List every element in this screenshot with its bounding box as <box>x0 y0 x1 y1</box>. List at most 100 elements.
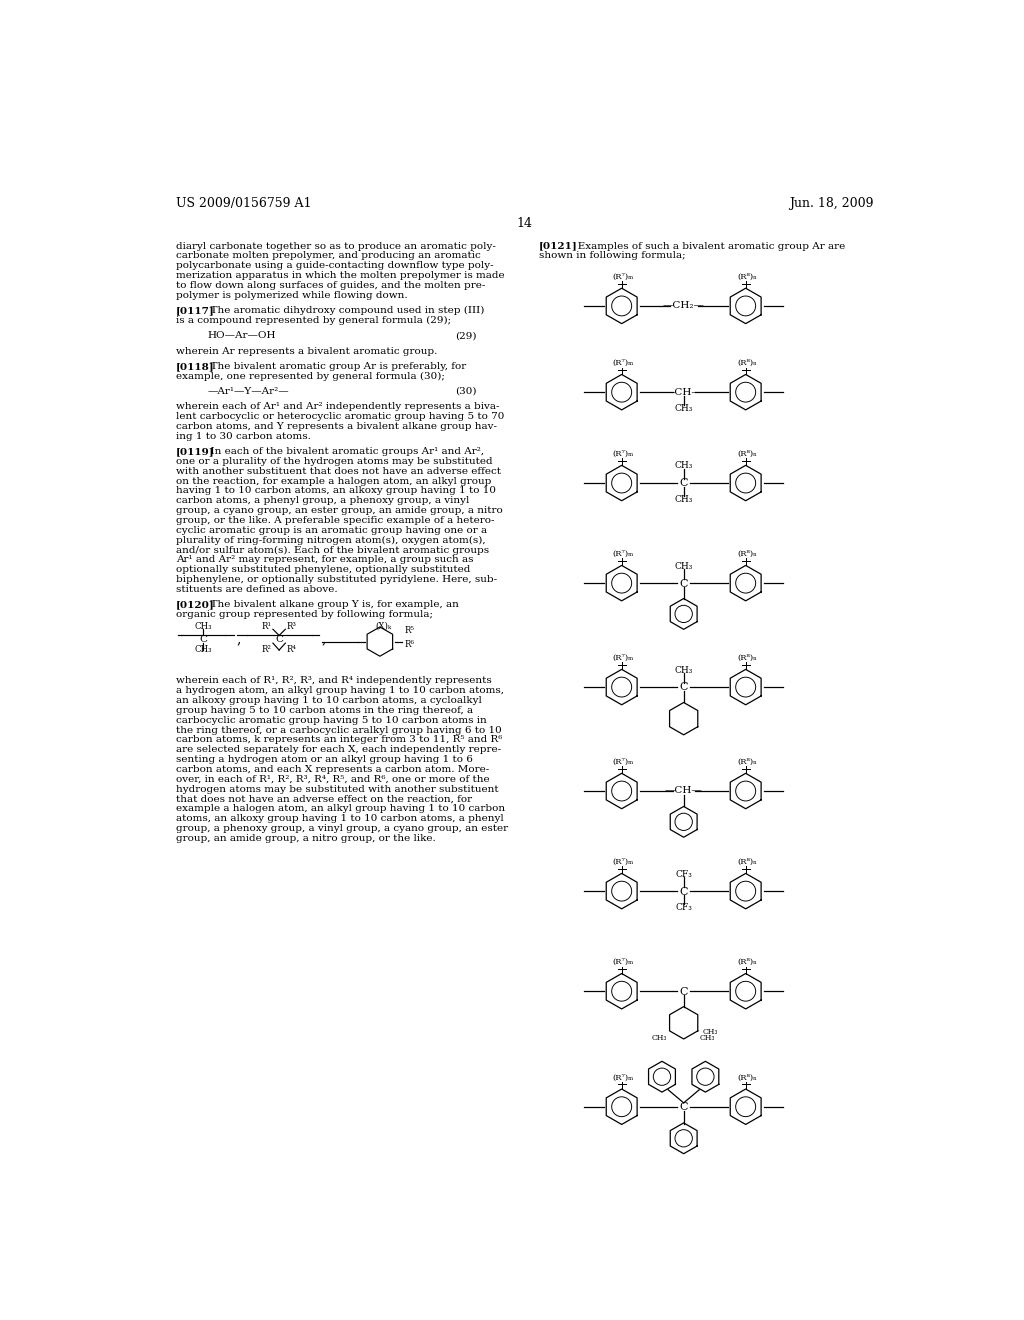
Text: (R⁸)ₙ: (R⁸)ₙ <box>737 359 757 367</box>
Text: CH₃: CH₃ <box>675 462 693 470</box>
Text: (R⁷)ₘ: (R⁷)ₘ <box>612 359 634 367</box>
Text: over, in each of R¹, R², R³, R⁴, R⁵, and R⁶, one or more of the: over, in each of R¹, R², R³, R⁴, R⁵, and… <box>176 775 489 784</box>
Text: wherein each of R¹, R², R³, and R⁴ independently represents: wherein each of R¹, R², R³, and R⁴ indep… <box>176 676 492 685</box>
Text: polycarbonate using a guide-contacting downflow type poly-: polycarbonate using a guide-contacting d… <box>176 261 494 271</box>
Text: atoms, an alkoxy group having 1 to 10 carbon atoms, a phenyl: atoms, an alkoxy group having 1 to 10 ca… <box>176 814 504 824</box>
Text: merization apparatus in which the molten prepolymer is made: merization apparatus in which the molten… <box>176 271 505 280</box>
Text: (R⁷)ₘ: (R⁷)ₘ <box>612 758 634 766</box>
Text: senting a hydrogen atom or an alkyl group having 1 to 6: senting a hydrogen atom or an alkyl grou… <box>176 755 473 764</box>
Text: group, a phenoxy group, a vinyl group, a cyano group, an ester: group, a phenoxy group, a vinyl group, a… <box>176 824 508 833</box>
Text: (R⁷)ₘ: (R⁷)ₘ <box>612 273 634 281</box>
Text: 14: 14 <box>517 216 532 230</box>
Text: ,: , <box>237 632 241 647</box>
Text: is a compound represented by general formula (29);: is a compound represented by general for… <box>176 315 452 325</box>
Text: example a halogen atom, an alkyl group having 1 to 10 carbon: example a halogen atom, an alkyl group h… <box>176 804 505 813</box>
Text: (R⁸)ₙ: (R⁸)ₙ <box>737 1073 757 1081</box>
Text: [0119]: [0119] <box>176 447 215 455</box>
Text: Examples of such a bivalent aromatic group Ar are: Examples of such a bivalent aromatic gro… <box>568 242 846 251</box>
Text: HO—Ar—OH: HO—Ar—OH <box>207 331 275 341</box>
Text: —CH—: —CH— <box>665 388 702 396</box>
Text: The bivalent alkane group Y is, for example, an: The bivalent alkane group Y is, for exam… <box>204 601 459 610</box>
Text: ,: , <box>322 632 326 647</box>
Text: the ring thereof, or a carbocyclic aralkyl group having 6 to 10: the ring thereof, or a carbocyclic aralk… <box>176 726 502 734</box>
Text: carbon atoms, and each X represents a carbon atom. More-: carbon atoms, and each X represents a ca… <box>176 766 489 774</box>
Text: CH₃: CH₃ <box>675 561 693 570</box>
Text: organic group represented by following formula;: organic group represented by following f… <box>176 610 433 619</box>
Text: [0121]: [0121] <box>539 242 578 251</box>
Text: C: C <box>680 578 688 589</box>
Text: R⁴: R⁴ <box>287 644 297 653</box>
Text: wherein Ar represents a bivalent aromatic group.: wherein Ar represents a bivalent aromati… <box>176 347 437 355</box>
Text: C: C <box>680 682 688 693</box>
Text: carbon atoms, and Y represents a bivalent alkane group hav-: carbon atoms, and Y represents a bivalen… <box>176 422 497 430</box>
Text: [0118]: [0118] <box>176 362 215 371</box>
Text: [0120]: [0120] <box>176 601 215 610</box>
Text: (R⁸)ₙ: (R⁸)ₙ <box>737 273 757 281</box>
Text: on the reaction, for example a halogen atom, an alkyl group: on the reaction, for example a halogen a… <box>176 477 492 486</box>
Text: C: C <box>680 986 688 997</box>
Text: (29): (29) <box>455 331 476 341</box>
Text: CH₃: CH₃ <box>675 495 693 504</box>
Text: —CH—: —CH— <box>665 787 702 796</box>
Text: that does not have an adverse effect on the reaction, for: that does not have an adverse effect on … <box>176 795 472 804</box>
Text: R⁶: R⁶ <box>404 640 415 649</box>
Text: one or a plurality of the hydrogen atoms may be substituted: one or a plurality of the hydrogen atoms… <box>176 457 493 466</box>
Text: CF₃: CF₃ <box>675 870 692 879</box>
Text: C: C <box>200 635 207 644</box>
Text: (X)ₖ: (X)ₖ <box>375 622 391 631</box>
Text: —CH₂—: —CH₂— <box>663 301 705 310</box>
Text: In each of the bivalent aromatic groups Ar¹ and Ar²,: In each of the bivalent aromatic groups … <box>204 447 484 455</box>
Text: (R⁸)ₙ: (R⁸)ₙ <box>737 958 757 966</box>
Text: —Ar¹—Y—Ar²—: —Ar¹—Y—Ar²— <box>207 387 289 396</box>
Text: are selected separately for each X, each independently repre-: are selected separately for each X, each… <box>176 746 501 754</box>
Text: carbon atoms, k represents an integer from 3 to 11, R⁵ and R⁶: carbon atoms, k represents an integer fr… <box>176 735 503 744</box>
Text: (R⁷)ₘ: (R⁷)ₘ <box>612 450 634 458</box>
Text: R⁵: R⁵ <box>404 626 415 635</box>
Text: group, a cyano group, an ester group, an amide group, a nitro: group, a cyano group, an ester group, an… <box>176 506 503 515</box>
Text: example, one represented by general formula (30);: example, one represented by general form… <box>176 372 444 380</box>
Text: shown in following formula;: shown in following formula; <box>539 251 685 260</box>
Text: stituents are defined as above.: stituents are defined as above. <box>176 585 338 594</box>
Text: The bivalent aromatic group Ar is preferably, for: The bivalent aromatic group Ar is prefer… <box>204 362 466 371</box>
Text: (R⁷)ₘ: (R⁷)ₘ <box>612 958 634 966</box>
Text: ing 1 to 30 carbon atoms.: ing 1 to 30 carbon atoms. <box>176 432 311 441</box>
Text: plurality of ring-forming nitrogen atom(s), oxygen atom(s),: plurality of ring-forming nitrogen atom(… <box>176 536 485 545</box>
Text: CH₃: CH₃ <box>195 622 212 631</box>
Text: group, or the like. A preferable specific example of a hetero-: group, or the like. A preferable specifi… <box>176 516 495 525</box>
Text: an alkoxy group having 1 to 10 carbon atoms, a cycloalkyl: an alkoxy group having 1 to 10 carbon at… <box>176 696 482 705</box>
Text: to flow down along surfaces of guides, and the molten pre-: to flow down along surfaces of guides, a… <box>176 281 485 290</box>
Text: polymer is polymerized while flowing down.: polymer is polymerized while flowing dow… <box>176 290 408 300</box>
Text: (R⁸)ₙ: (R⁸)ₙ <box>737 450 757 458</box>
Text: optionally substituted phenylene, optionally substituted: optionally substituted phenylene, option… <box>176 565 470 574</box>
Text: (R⁸)ₙ: (R⁸)ₙ <box>737 550 757 558</box>
Text: a hydrogen atom, an alkyl group having 1 to 10 carbon atoms,: a hydrogen atom, an alkyl group having 1… <box>176 686 504 696</box>
Text: (30): (30) <box>455 387 476 396</box>
Text: (R⁷)ₘ: (R⁷)ₘ <box>612 653 634 661</box>
Text: Jun. 18, 2009: Jun. 18, 2009 <box>790 197 873 210</box>
Text: Ar¹ and Ar² may represent, for example, a group such as: Ar¹ and Ar² may represent, for example, … <box>176 556 473 565</box>
Text: carbocyclic aromatic group having 5 to 10 carbon atoms in: carbocyclic aromatic group having 5 to 1… <box>176 715 486 725</box>
Text: with another substituent that does not have an adverse effect: with another substituent that does not h… <box>176 467 501 475</box>
Text: C: C <box>680 478 688 488</box>
Text: and/or sulfur atom(s). Each of the bivalent aromatic groups: and/or sulfur atom(s). Each of the bival… <box>176 545 489 554</box>
Text: (R⁷)ₘ: (R⁷)ₘ <box>612 858 634 866</box>
Text: CF₃: CF₃ <box>675 903 692 912</box>
Text: wherein each of Ar¹ and Ar² independently represents a biva-: wherein each of Ar¹ and Ar² independentl… <box>176 403 500 412</box>
Text: lent carbocyclic or heterocyclic aromatic group having 5 to 70: lent carbocyclic or heterocyclic aromati… <box>176 412 505 421</box>
Text: [0117]: [0117] <box>176 306 215 315</box>
Text: C: C <box>275 635 283 644</box>
Text: (R⁸)ₙ: (R⁸)ₙ <box>737 758 757 766</box>
Text: CH₃: CH₃ <box>700 1035 716 1043</box>
Text: C: C <box>680 887 688 896</box>
Text: CH₃: CH₃ <box>703 1028 719 1036</box>
Text: US 2009/0156759 A1: US 2009/0156759 A1 <box>176 197 311 210</box>
Text: CH₃: CH₃ <box>195 644 212 653</box>
Text: group, an amide group, a nitro group, or the like.: group, an amide group, a nitro group, or… <box>176 834 436 843</box>
Text: CH₃: CH₃ <box>652 1035 668 1043</box>
Text: R²: R² <box>262 644 271 653</box>
Text: (R⁷)ₘ: (R⁷)ₘ <box>612 1073 634 1081</box>
Text: The aromatic dihydroxy compound used in step (III): The aromatic dihydroxy compound used in … <box>204 306 484 315</box>
Text: C: C <box>680 1102 688 1113</box>
Text: biphenylene, or optionally substituted pyridylene. Here, sub-: biphenylene, or optionally substituted p… <box>176 576 498 585</box>
Text: carbon atoms, a phenyl group, a phenoxy group, a vinyl: carbon atoms, a phenyl group, a phenoxy … <box>176 496 469 506</box>
